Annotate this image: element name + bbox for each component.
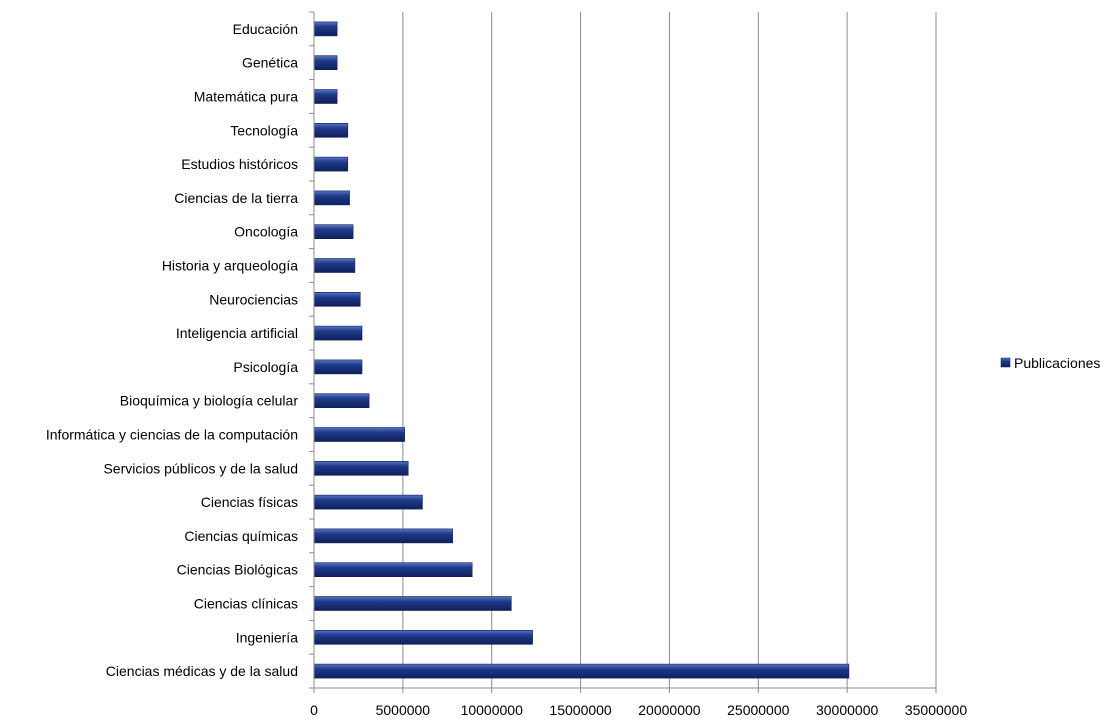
category-label: Ciencias químicas (184, 528, 298, 544)
bar (313, 291, 361, 307)
category-label: Servicios públicos y de la salud (103, 460, 298, 476)
bar (313, 427, 405, 442)
category-label: Informática y ciencias de la computación (46, 427, 298, 443)
bar (313, 528, 453, 544)
category-label: Inteligencia artificial (176, 325, 298, 341)
category-label: Oncología (234, 224, 298, 240)
category-label: Ciencias de la tierra (174, 190, 298, 206)
bar (313, 460, 409, 476)
bar (313, 258, 356, 273)
bars (313, 21, 850, 679)
axes (309, 11, 937, 693)
category-label: Historia y arqueología (162, 258, 298, 274)
category-label: Psicología (233, 359, 298, 375)
bar (313, 663, 850, 679)
x-tick-labels: 0 5000000 10000000 15000000 20000000 25000000… (310, 702, 967, 718)
x-tick-label: 15000000 (549, 702, 612, 718)
bar (313, 156, 349, 172)
bar (313, 494, 423, 510)
category-label: Educación (233, 21, 298, 37)
x-tick-label: 25000000 (727, 702, 790, 718)
category-label: Tecnología (230, 122, 298, 138)
bar (313, 325, 363, 341)
x-tick-label: 5000000 (376, 702, 431, 718)
bar (313, 393, 370, 409)
category-label: Neurociencias (209, 291, 298, 307)
x-tick-label: 35000000 (905, 702, 968, 718)
category-label: Ciencias físicas (201, 494, 298, 510)
x-tick-label: 0 (310, 702, 318, 718)
bar (313, 123, 349, 138)
category-label: Matemática pura (194, 89, 298, 105)
grid-lines (402, 12, 937, 688)
bar (313, 55, 338, 71)
bar (313, 562, 473, 578)
x-tick-label: 10000000 (461, 702, 524, 718)
bar (313, 224, 354, 239)
legend-label: Publicaciones (1014, 355, 1100, 371)
category-label: Ciencias médicas y de la salud (106, 663, 298, 679)
category-label: Ciencias clínicas (194, 596, 298, 612)
bar (313, 629, 533, 645)
category-labels: Ciencias médicas y de la salud Ingeniería… (46, 21, 298, 679)
category-label: Genética (242, 55, 298, 71)
bar (313, 596, 512, 611)
bar (313, 21, 338, 37)
bar (313, 359, 363, 375)
bar (313, 89, 338, 104)
legend: Publicaciones (1000, 355, 1100, 371)
category-label: Ingeniería (236, 629, 298, 645)
x-tick-label: 30000000 (816, 702, 879, 718)
category-label: Ciencias Biológicas (177, 562, 298, 578)
x-tick-label: 20000000 (638, 702, 701, 718)
category-label: Estudios históricos (181, 156, 298, 172)
bar (313, 190, 350, 206)
category-label: Bioquímica y biología celular (120, 393, 299, 409)
legend-swatch (1000, 357, 1011, 368)
